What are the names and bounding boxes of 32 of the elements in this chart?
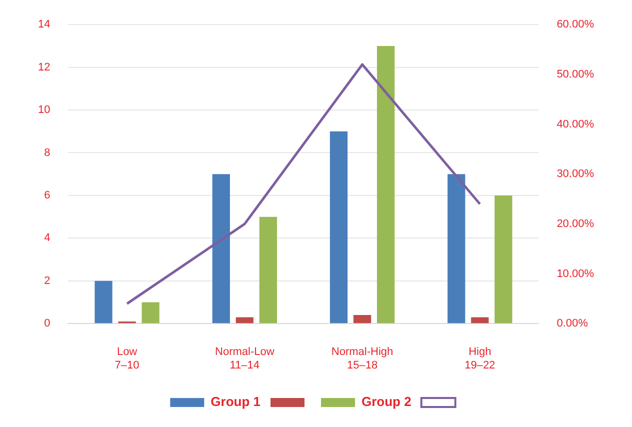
y2-tick-label: 10.00% bbox=[556, 268, 594, 280]
y-tick-label: 6 bbox=[44, 189, 50, 202]
y2-tick-label: 0.00% bbox=[556, 318, 588, 330]
bar bbox=[448, 174, 466, 324]
y2-tick-label: 40.00% bbox=[556, 118, 594, 130]
bar bbox=[212, 174, 230, 324]
x-tick-label: High 19–22 bbox=[464, 346, 496, 372]
y2-tick-label: 50.00% bbox=[556, 68, 594, 80]
bar bbox=[142, 302, 160, 324]
y2-tick-label: 30.00% bbox=[556, 168, 594, 180]
y-tick-label: 10 bbox=[38, 104, 50, 116]
legend-label: Group 1 bbox=[210, 394, 261, 410]
legend-label: Group 2 bbox=[362, 394, 412, 410]
bar bbox=[330, 131, 348, 324]
bar bbox=[94, 280, 112, 324]
bar bbox=[494, 195, 512, 324]
y-tick-label: 12 bbox=[38, 61, 50, 74]
bar bbox=[376, 46, 395, 324]
y-tick-label: 0 bbox=[44, 318, 50, 330]
y-tick-label: 2 bbox=[44, 274, 50, 287]
bar bbox=[259, 216, 277, 324]
y-tick-label: 8 bbox=[44, 146, 50, 159]
x-tick-label: Normal-Low 11–14 bbox=[215, 346, 274, 372]
bar bbox=[236, 317, 254, 324]
y-tick-label: 4 bbox=[44, 232, 50, 244]
x-tick-label: Normal-High 15–18 bbox=[331, 346, 394, 372]
bar bbox=[471, 317, 489, 324]
x-tick-label: Low 7–10 bbox=[114, 346, 140, 372]
bar bbox=[353, 315, 372, 324]
y2-tick-label: 60.00% bbox=[556, 18, 594, 31]
y2-tick-label: 20.00% bbox=[556, 218, 594, 230]
y-tick-label: 14 bbox=[38, 18, 50, 31]
